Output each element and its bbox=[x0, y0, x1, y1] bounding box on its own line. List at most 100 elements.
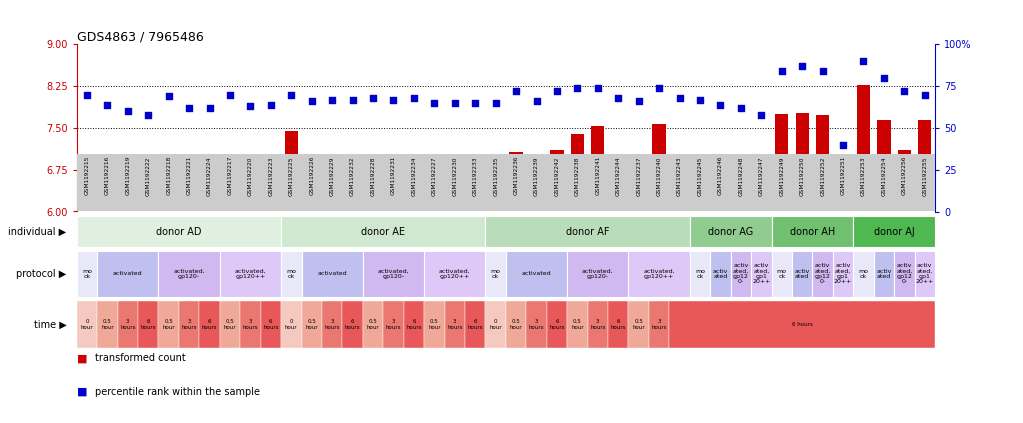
Bar bbox=[812, 154, 833, 212]
Text: 0
hour: 0 hour bbox=[81, 319, 93, 330]
Text: GSM1192217: GSM1192217 bbox=[227, 156, 232, 195]
Bar bbox=[182, 175, 195, 423]
Bar bbox=[771, 250, 792, 297]
Text: GSM1192245: GSM1192245 bbox=[698, 156, 703, 195]
Point bbox=[753, 111, 769, 118]
Bar bbox=[550, 150, 564, 423]
Point bbox=[651, 85, 667, 91]
Point bbox=[181, 104, 197, 111]
Text: 6
hours: 6 hours bbox=[263, 319, 278, 330]
Text: GSM1192230: GSM1192230 bbox=[452, 156, 457, 195]
Point bbox=[569, 85, 585, 91]
Point bbox=[365, 94, 382, 101]
Bar bbox=[710, 250, 730, 297]
Bar bbox=[141, 176, 154, 423]
Bar bbox=[505, 301, 526, 348]
Bar bbox=[465, 154, 486, 212]
Point bbox=[917, 91, 933, 98]
Bar bbox=[669, 301, 935, 348]
Point bbox=[712, 101, 728, 108]
Bar bbox=[505, 154, 526, 212]
Bar bbox=[567, 301, 587, 348]
Point bbox=[732, 104, 749, 111]
Text: activ
ated,
gp1
20++: activ ated, gp1 20++ bbox=[752, 263, 770, 285]
Point bbox=[896, 88, 913, 95]
Bar bbox=[486, 250, 505, 297]
Text: GSM1192232: GSM1192232 bbox=[350, 156, 355, 195]
Text: GSM1192221: GSM1192221 bbox=[186, 156, 191, 195]
Point bbox=[283, 91, 300, 98]
Bar bbox=[690, 216, 771, 247]
Bar bbox=[261, 301, 281, 348]
Bar bbox=[407, 164, 420, 423]
Bar bbox=[690, 154, 710, 212]
Bar bbox=[97, 154, 118, 212]
Text: GSM1192251: GSM1192251 bbox=[841, 156, 846, 195]
Text: GSM1192244: GSM1192244 bbox=[616, 156, 621, 195]
Bar bbox=[445, 154, 465, 212]
Bar bbox=[526, 154, 546, 212]
Bar bbox=[159, 154, 179, 212]
Text: 6 hours: 6 hours bbox=[792, 322, 812, 327]
Text: GSM1192243: GSM1192243 bbox=[677, 156, 682, 195]
Bar bbox=[179, 154, 199, 212]
Text: GSM1192227: GSM1192227 bbox=[432, 156, 437, 195]
Bar bbox=[546, 154, 567, 212]
Point bbox=[222, 91, 238, 98]
Text: GSM1192239: GSM1192239 bbox=[534, 156, 539, 195]
Bar bbox=[894, 250, 915, 297]
Bar bbox=[608, 301, 628, 348]
Text: GSM1192223: GSM1192223 bbox=[268, 156, 273, 195]
Bar bbox=[77, 154, 97, 212]
Text: activated,
gp120-: activated, gp120- bbox=[377, 269, 409, 279]
Text: protocol ▶: protocol ▶ bbox=[16, 269, 66, 279]
Bar bbox=[77, 250, 97, 297]
Bar bbox=[138, 301, 159, 348]
Bar bbox=[771, 216, 853, 247]
Point bbox=[324, 96, 341, 103]
Bar bbox=[223, 166, 236, 423]
Text: GSM1192256: GSM1192256 bbox=[902, 156, 906, 195]
Bar bbox=[138, 154, 159, 212]
Text: GSM1192233: GSM1192233 bbox=[473, 156, 478, 195]
Point bbox=[835, 141, 851, 148]
Text: activ
ated,
gp12
0-: activ ated, gp12 0- bbox=[896, 263, 913, 285]
Bar bbox=[915, 250, 935, 297]
Text: 3
hours: 3 hours bbox=[242, 319, 258, 330]
Text: mo
ck: mo ck bbox=[82, 269, 92, 279]
Bar bbox=[240, 301, 261, 348]
Bar bbox=[730, 250, 751, 297]
Bar bbox=[220, 301, 240, 348]
Bar bbox=[833, 154, 853, 212]
Text: ■: ■ bbox=[77, 353, 91, 363]
Text: 3
hours: 3 hours bbox=[652, 319, 667, 330]
Bar bbox=[530, 165, 543, 423]
Bar bbox=[649, 154, 669, 212]
Text: GSM1192222: GSM1192222 bbox=[145, 156, 150, 195]
Text: GSM1192235: GSM1192235 bbox=[493, 156, 498, 195]
Text: 0.5
hour: 0.5 hour bbox=[101, 319, 114, 330]
Text: 3
hours: 3 hours bbox=[181, 319, 196, 330]
Bar bbox=[284, 131, 298, 423]
Bar bbox=[833, 250, 853, 297]
Bar bbox=[874, 250, 894, 297]
Text: GSM1192250: GSM1192250 bbox=[800, 156, 805, 195]
Text: activated,
gp120-: activated, gp120- bbox=[173, 269, 205, 279]
Point bbox=[386, 96, 402, 103]
Bar bbox=[363, 250, 425, 297]
Text: GSM1192241: GSM1192241 bbox=[595, 156, 601, 195]
Text: 0
hour: 0 hour bbox=[489, 319, 502, 330]
Text: activated,
gp120-: activated, gp120- bbox=[582, 269, 614, 279]
Bar bbox=[587, 154, 608, 212]
Text: 3
hours: 3 hours bbox=[324, 319, 340, 330]
Bar bbox=[77, 301, 97, 348]
Bar bbox=[690, 250, 710, 297]
Text: GSM1192226: GSM1192226 bbox=[309, 156, 314, 195]
Text: activated: activated bbox=[113, 272, 142, 276]
Bar bbox=[425, 154, 445, 212]
Bar bbox=[243, 171, 257, 423]
Text: 0.5
hour: 0.5 hour bbox=[571, 319, 584, 330]
Bar bbox=[343, 154, 363, 212]
Text: 6
hours: 6 hours bbox=[345, 319, 360, 330]
Point bbox=[99, 101, 116, 108]
